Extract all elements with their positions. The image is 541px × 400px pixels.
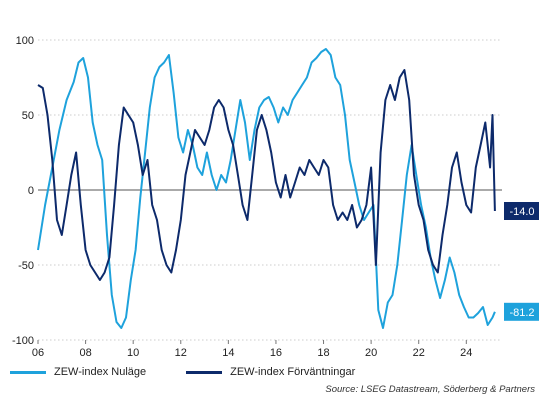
series-line-0 — [37, 48, 496, 329]
x-tick-label: 08 — [79, 347, 91, 359]
x-tick-label: 14 — [222, 347, 234, 359]
x-tick-label: 20 — [365, 347, 377, 359]
y-tick-label: 0 — [28, 185, 34, 197]
x-tick-label: 24 — [460, 347, 472, 359]
y-axis-ticks: 100 50 0 -50 -100 — [12, 35, 34, 347]
legend-label-nulage: ZEW-index Nuläge — [54, 366, 147, 378]
x-tick-label: 16 — [270, 347, 282, 359]
x-tick-label: 12 — [175, 347, 187, 359]
y-tick-label: -50 — [18, 260, 34, 272]
chart-legend: ZEW-index Nuläge ZEW-index Förväntningar — [10, 366, 355, 378]
x-tick-label: 18 — [317, 347, 329, 359]
chart-grid — [38, 39, 502, 341]
series-line-1 — [37, 69, 496, 281]
end-label-box-1 — [504, 202, 539, 220]
legend-item-nulage: ZEW-index Nuläge — [10, 366, 146, 378]
y-tick-label: -100 — [12, 335, 34, 347]
y-tick-label: 50 — [22, 110, 34, 122]
chart-series — [37, 48, 496, 329]
end-label-1: -14.0 — [509, 206, 534, 218]
x-tick-label: 22 — [413, 347, 425, 359]
legend-swatch-forvantningar — [186, 370, 223, 374]
source-note: Source: LSEG Datastream, Söderberg & Par… — [325, 384, 535, 395]
x-axis-ticks: 06 08 10 12 14 16 18 20 22 24 — [32, 340, 472, 359]
end-labels: -81.2 -14.0 — [504, 202, 539, 321]
end-label-0: -81.2 — [509, 307, 534, 319]
x-tick-label: 06 — [32, 347, 44, 359]
y-tick-label: 100 — [16, 35, 34, 47]
legend-swatch-nulage — [10, 370, 46, 374]
x-tick-label: 10 — [127, 347, 139, 359]
end-label-box-0 — [504, 302, 539, 321]
legend-label-forvantningar: ZEW-index Förväntningar — [230, 366, 356, 378]
legend-item-forvantningar: ZEW-index Förväntningar — [186, 366, 355, 378]
